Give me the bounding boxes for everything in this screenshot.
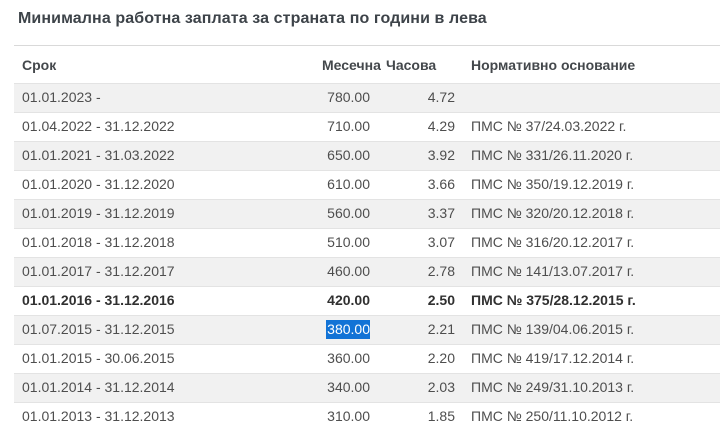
cell-period: 01.01.2018 - 31.12.2018	[14, 228, 314, 258]
cell-period: 01.01.2015 - 30.06.2015	[14, 344, 314, 374]
cell-basis: ПМС № 250/11.10.2012 г.	[463, 402, 720, 431]
cell-basis	[463, 83, 720, 113]
cell-period: 01.04.2022 - 31.12.2022	[14, 112, 314, 142]
cell-hourly: 2.78	[378, 257, 463, 287]
table-header: Срок Месечна Часова Нормативно основание	[14, 45, 720, 84]
cell-monthly: 360.00	[314, 344, 378, 374]
cell-basis: ПМС № 141/13.07.2017 г.	[463, 257, 720, 287]
cell-period: 01.01.2014 - 31.12.2014	[14, 373, 314, 403]
cell-monthly: 510.00	[314, 228, 378, 258]
cell-hourly: 2.50	[378, 286, 463, 316]
column-header-basis: Нормативно основание	[463, 45, 720, 84]
cell-hourly: 3.66	[378, 170, 463, 200]
table-body: 01.01.2023 -780.00 4.72 01.04.2022 - 31.12…	[14, 83, 720, 431]
table-row: 01.01.2023 -780.00 4.72	[14, 83, 720, 113]
table-row: 01.01.2015 - 30.06.2015 360.00 2.20 ПМС № 4…	[14, 344, 720, 374]
page-title: Минимална работна заплата за страната по…	[18, 10, 487, 27]
table-row: 01.01.2018 - 31.12.2018 510.00 3.07 ПМС № 3…	[14, 228, 720, 258]
cell-monthly: 610.00	[314, 170, 378, 200]
cell-period: 01.01.2021 - 31.03.2022	[14, 141, 314, 171]
cell-basis: ПМС № 320/20.12.2018 г.	[463, 199, 720, 229]
cell-hourly: 3.07	[378, 228, 463, 258]
cell-hourly: 1.85	[378, 402, 463, 431]
cell-basis: ПМС № 331/26.11.2020 г.	[463, 141, 720, 171]
cell-monthly: 710.00	[314, 112, 378, 142]
cell-monthly: 420.00	[314, 286, 378, 316]
cell-period: 01.01.2020 - 31.12.2020	[14, 170, 314, 200]
table-row: 01.01.2016 - 31.12.2016 420.00 2.50 ПМС № 3…	[14, 286, 720, 316]
cell-hourly: 2.03	[378, 373, 463, 403]
cell-hourly: 2.20	[378, 344, 463, 374]
cell-basis: ПМС № 316/20.12.2017 г.	[463, 228, 720, 258]
cell-hourly: 2.21	[378, 315, 463, 345]
cell-period: 01.01.2016 - 31.12.2016	[14, 286, 314, 316]
cell-monthly: 460.00	[314, 257, 378, 287]
cell-period: 01.01.2019 - 31.12.2019	[14, 199, 314, 229]
cell-monthly: 780.00	[314, 83, 378, 113]
cell-basis: ПМС № 139/04.06.2015 г.	[463, 315, 720, 345]
cell-monthly: 340.00	[314, 373, 378, 403]
cell-period: 01.01.2023 -	[14, 83, 314, 113]
cell-hourly: 4.72	[378, 83, 463, 113]
selected-text: 380.00	[326, 320, 370, 339]
table-header-row: Срок Месечна Часова Нормативно основание	[14, 45, 720, 84]
cell-basis: ПМС № 375/28.12.2015 г.	[463, 286, 720, 316]
cell-monthly: 560.00	[314, 199, 378, 229]
cell-basis: ПМС № 249/31.10.2013 г.	[463, 373, 720, 403]
cell-monthly: 650.00	[314, 141, 378, 171]
table-row: 01.04.2022 - 31.12.2022 710.00 4.29 ПМС № 3…	[14, 112, 720, 142]
column-header-hourly: Часова	[378, 45, 463, 84]
cell-hourly: 4.29	[378, 112, 463, 142]
cell-monthly: 310.00	[314, 402, 378, 431]
cell-period: 01.01.2013 - 31.12.2013	[14, 402, 314, 431]
cell-basis: ПМС № 350/19.12.2019 г.	[463, 170, 720, 200]
column-header-period: Срок	[14, 45, 314, 84]
cell-period: 01.01.2017 - 31.12.2017	[14, 257, 314, 287]
cell-hourly: 3.92	[378, 141, 463, 171]
column-header-monthly: Месечна	[314, 45, 381, 84]
table-row: 01.01.2019 - 31.12.2019 560.00 3.37 ПМС № 3…	[14, 199, 720, 229]
cell-hourly: 3.37	[378, 199, 463, 229]
table-row: 01.01.2013 - 31.12.2013 310.00 1.85 ПМС № 2…	[14, 402, 720, 431]
cell-monthly: 380.00	[314, 315, 378, 345]
minimum-wage-table: Срок Месечна Часова Нормативно основание…	[14, 45, 720, 431]
cell-basis: ПМС № 419/17.12.2014 г.	[463, 344, 720, 374]
table-row: 01.07.2015 - 31.12.2015 380.00 2.21 ПМС № 1…	[14, 315, 720, 345]
cell-basis: ПМС № 37/24.03.2022 г.	[463, 112, 720, 142]
cell-period: 01.07.2015 - 31.12.2015	[14, 315, 314, 345]
table-row: 01.01.2020 - 31.12.2020 610.00 3.66 ПМС № 3…	[14, 170, 720, 200]
table-row: 01.01.2017 - 31.12.2017 460.00 2.78 ПМС № 1…	[14, 257, 720, 287]
table-row: 01.01.2021 - 31.03.2022 650.00 3.92 ПМС № 3…	[14, 141, 720, 171]
table-row: 01.01.2014 - 31.12.2014 340.00 2.03 ПМС № 2…	[14, 373, 720, 403]
